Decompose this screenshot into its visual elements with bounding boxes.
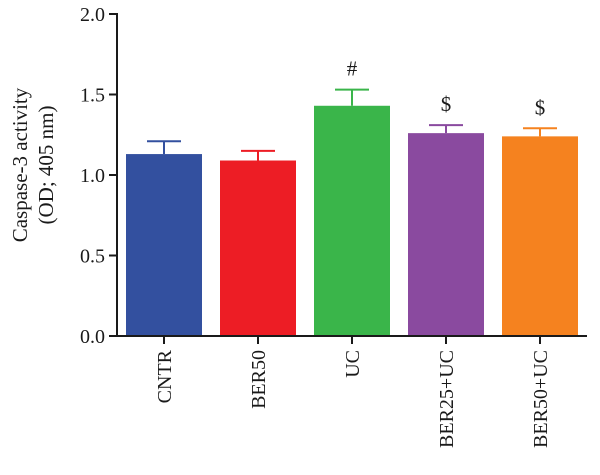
y-tick-label: 0.0	[80, 326, 105, 348]
bar	[314, 105, 390, 337]
bar	[502, 136, 578, 336]
bar	[220, 160, 296, 336]
bar	[126, 154, 202, 336]
y-tick-label: 2.0	[80, 4, 105, 26]
y-axis-ticks: 0.0 0.5 1.0 1.5 2.0	[80, 4, 117, 348]
y-tick-label: 1.5	[80, 85, 105, 107]
bar-group: $	[408, 92, 484, 336]
x-axis-categories: CNTR BER50 UC BER25+UC BER50+UC	[154, 336, 552, 448]
significance-marker: $	[535, 95, 546, 119]
bar-group: $	[502, 95, 578, 336]
x-category-label: UC	[342, 350, 364, 378]
x-category-label: CNTR	[154, 349, 176, 403]
bars: # $ $	[126, 57, 578, 337]
y-axis-title-line-1: Caspase-3 activity	[8, 87, 32, 242]
y-axis-title: Caspase-3 activity (OD; 405 nm)	[8, 87, 58, 242]
x-category-label: BER50+UC	[530, 350, 552, 448]
y-tick-label: 0.5	[80, 246, 105, 268]
x-category-label: BER25+UC	[436, 350, 458, 448]
x-category-label: BER50	[248, 350, 270, 409]
bar-group	[220, 149, 296, 336]
y-axis-title-line-2: (OD; 405 nm)	[34, 106, 58, 225]
y-tick-label: 1.0	[80, 165, 105, 187]
bar-group: #	[314, 57, 390, 337]
significance-marker: #	[347, 57, 358, 81]
axes	[116, 13, 587, 337]
bar	[408, 133, 484, 336]
bar-group	[126, 140, 202, 336]
significance-marker: $	[441, 92, 452, 116]
